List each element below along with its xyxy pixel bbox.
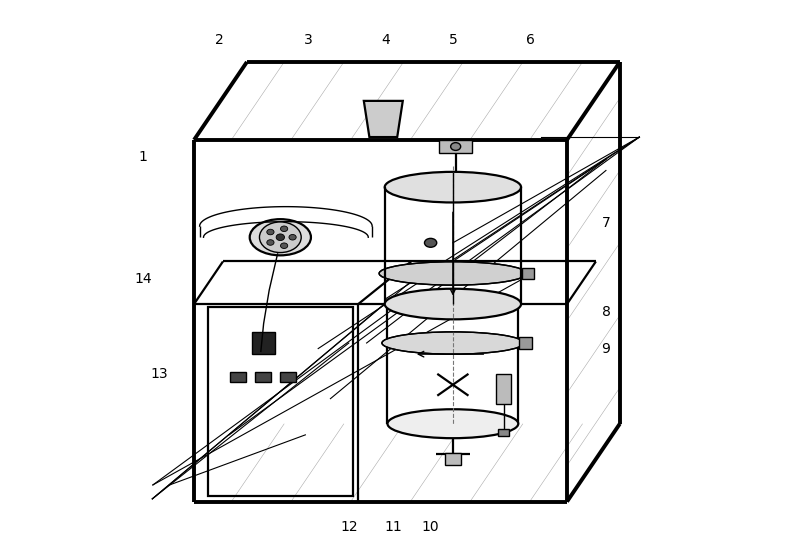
Bar xyxy=(496,374,511,404)
Ellipse shape xyxy=(385,172,521,203)
Text: 8: 8 xyxy=(602,305,610,319)
Text: 9: 9 xyxy=(602,341,610,355)
Bar xyxy=(439,141,472,153)
Text: 11: 11 xyxy=(385,519,402,533)
Ellipse shape xyxy=(259,222,302,253)
Ellipse shape xyxy=(425,238,437,247)
Bar xyxy=(522,268,534,279)
Ellipse shape xyxy=(382,332,524,354)
Bar xyxy=(519,338,532,349)
Ellipse shape xyxy=(281,226,288,232)
Text: 1: 1 xyxy=(138,150,147,163)
Text: 5: 5 xyxy=(449,33,458,47)
Ellipse shape xyxy=(385,288,521,319)
Bar xyxy=(230,372,246,382)
Ellipse shape xyxy=(450,143,461,151)
Ellipse shape xyxy=(289,234,296,240)
Text: 2: 2 xyxy=(214,33,223,47)
Ellipse shape xyxy=(250,219,311,256)
Ellipse shape xyxy=(281,243,288,248)
Text: 3: 3 xyxy=(304,33,313,47)
Text: 13: 13 xyxy=(150,367,168,381)
Ellipse shape xyxy=(387,409,518,438)
Ellipse shape xyxy=(379,262,526,285)
Bar xyxy=(498,429,509,436)
Text: 10: 10 xyxy=(422,519,439,533)
Polygon shape xyxy=(364,101,402,137)
Text: 7: 7 xyxy=(602,217,610,230)
Ellipse shape xyxy=(267,240,274,246)
Text: 12: 12 xyxy=(340,519,358,533)
Ellipse shape xyxy=(387,290,518,319)
Ellipse shape xyxy=(267,229,274,235)
Bar xyxy=(253,332,274,354)
Bar xyxy=(280,372,296,382)
Ellipse shape xyxy=(276,234,285,240)
Bar xyxy=(255,372,271,382)
Text: 4: 4 xyxy=(382,33,390,47)
Bar xyxy=(445,453,462,465)
Text: 14: 14 xyxy=(134,272,152,286)
Text: 6: 6 xyxy=(526,33,535,47)
Bar xyxy=(208,307,353,496)
